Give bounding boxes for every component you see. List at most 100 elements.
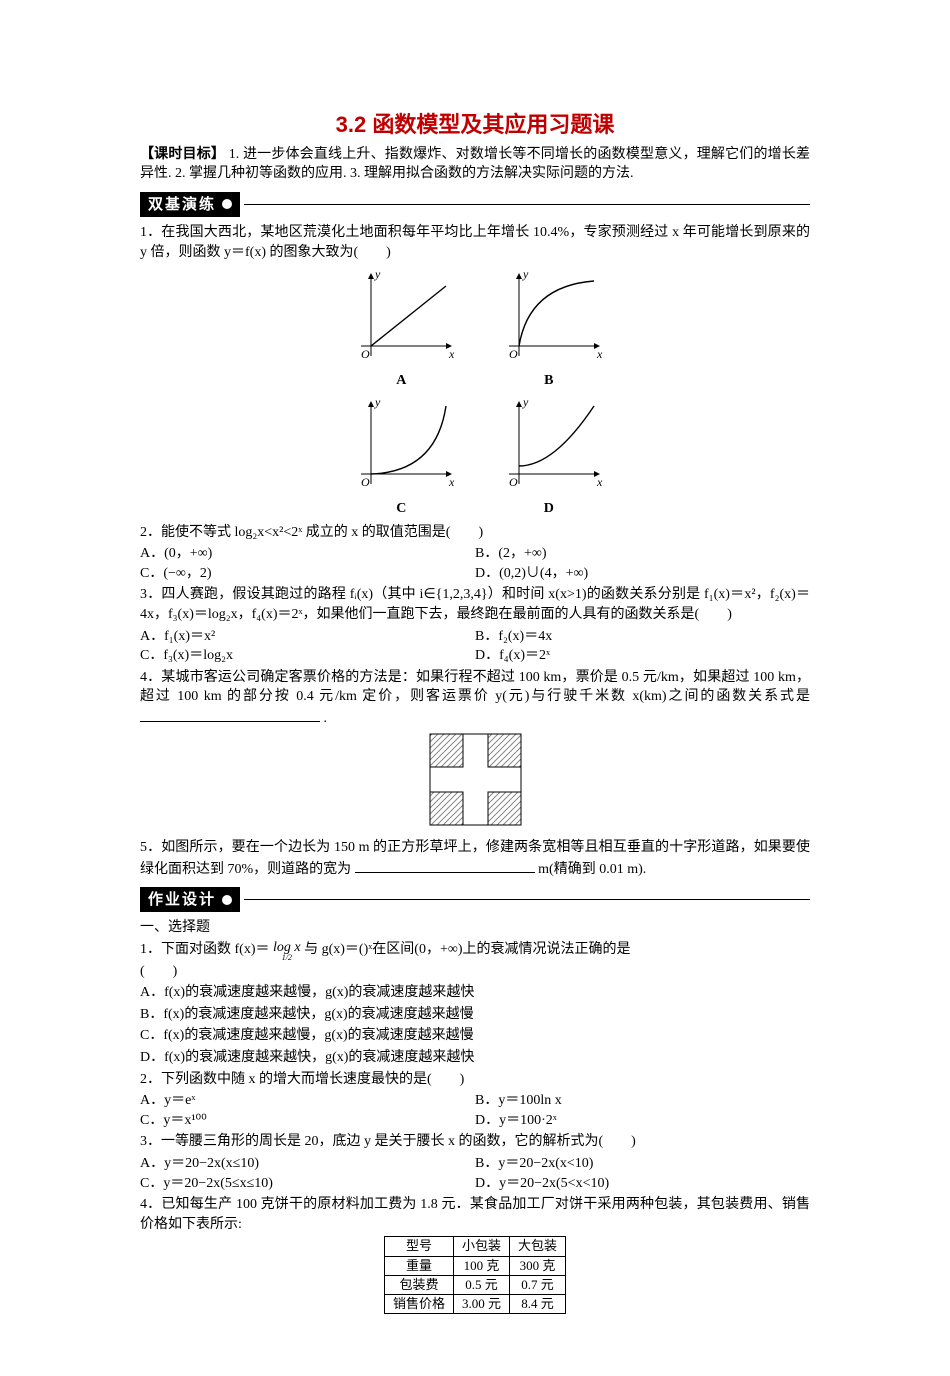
s1-q1: 1．在我国大西北，某地区荒漠化土地面积每年平均比上年增长 10.4%，专家预测经…: [140, 223, 810, 262]
cell: 100 克: [453, 1256, 509, 1275]
cell: 0.5 元: [453, 1275, 509, 1294]
cross-figure: [140, 732, 810, 834]
s2-subheading: 一、选择题: [140, 918, 810, 938]
cell: 大包装: [510, 1237, 566, 1256]
s2-q2-opts: A．y＝eˣ B．y＝100ln x C．y＝x¹⁰⁰ D．y＝100·2ˣ: [140, 1091, 810, 1130]
s1-q3: 3．四人赛跑，假设其跑过的路程 fᵢ(x)（其中 i∈{1,2,3,4}）和时间…: [140, 585, 810, 624]
graph-label-b: B: [477, 371, 621, 391]
s1-q4-text: 4．某城市客运公司确定客票价格的方法是：如果行程不超过 100 km，票价是 0…: [140, 670, 810, 705]
s1-q2-d: D．(0,2)∪(4，+∞): [475, 564, 810, 584]
svg-text:O: O: [361, 475, 370, 489]
page-title: 3.2 函数模型及其应用习题课: [140, 110, 810, 141]
svg-text:x: x: [448, 347, 455, 361]
s2-q3-a: A．y＝20−2x(x≤10): [140, 1154, 475, 1174]
section-badge-1: 双基演练: [140, 192, 240, 217]
cell: 重量: [384, 1256, 453, 1275]
figure-row-ab: O x y O x y: [140, 266, 810, 373]
graph-c: O x y: [341, 394, 461, 494]
s1-q5: 5．如图所示，要在一个边长为 150 m 的正方形草坪上，修建两条宽相等且相互垂…: [140, 838, 810, 879]
s1-q3-d: D．f₄(x)＝2ˣ: [475, 646, 810, 666]
svg-text:x: x: [448, 475, 455, 489]
section-rule-2: [244, 899, 810, 900]
svg-text:y: y: [374, 267, 381, 281]
graph-b: O x y: [489, 266, 609, 366]
dot-icon: [222, 199, 232, 209]
s2-q2: 2．下列函数中随 x 的增大而增长速度最快的是( ): [140, 1070, 810, 1090]
s1-q4: 4．某城市客运公司确定客票价格的方法是：如果行程不超过 100 km，票价是 0…: [140, 668, 810, 729]
figure-label-cd: C D: [140, 499, 810, 519]
svg-text:y: y: [522, 267, 529, 281]
table-row: 销售价格 3.00 元 8.4 元: [384, 1294, 565, 1313]
svg-text:x: x: [596, 347, 603, 361]
cell: 包装费: [384, 1275, 453, 1294]
s2-q1-opt-d: D．f(x)的衰减速度越来越快，g(x)的衰减速度越来越快: [140, 1048, 810, 1068]
cell: 300 克: [510, 1256, 566, 1275]
s2-q2-c: C．y＝x¹⁰⁰: [140, 1111, 475, 1131]
s2-q1-b: 与 g(x)＝()ˣ在区间(0，+∞)上的衰减情况说法正确的是: [304, 942, 630, 957]
svg-text:x: x: [596, 475, 603, 489]
log-x: x: [294, 940, 300, 955]
s2-q1-opt-b: B．f(x)的衰减速度越来越快，g(x)的衰减速度越来越慢: [140, 1005, 810, 1025]
section-badge-2: 作业设计: [140, 887, 240, 912]
s2-q2-b: B．y＝100ln x: [475, 1091, 810, 1111]
graph-label-c: C: [329, 499, 473, 519]
cell: 小包装: [453, 1237, 509, 1256]
s2-q1-opt-a: A．f(x)的衰减速度越来越慢，g(x)的衰减速度越来越快: [140, 983, 810, 1003]
objective-text: 1. 进一步体会直线上升、指数爆炸、对数增长等不同增长的函数模型意义，理解它们的…: [140, 147, 810, 182]
svg-text:O: O: [509, 347, 518, 361]
table-row: 包装费 0.5 元 0.7 元: [384, 1275, 565, 1294]
graph-label-a: A: [329, 371, 473, 391]
s2-q3-b: B．y＝20−2x(x<10): [475, 1154, 810, 1174]
s1-q3-b: B．f₂(x)＝4x: [475, 627, 810, 647]
cell: 销售价格: [384, 1294, 453, 1313]
svg-text:y: y: [374, 395, 381, 409]
log-fraction: log x 1/2: [273, 942, 301, 962]
s1-q2-a: A．(0，+∞): [140, 544, 475, 564]
log-base-den: 2: [288, 953, 292, 962]
table-row: 型号 小包装 大包装: [384, 1237, 565, 1256]
cell: 8.4 元: [510, 1294, 566, 1313]
s1-q3-a: A．f₁(x)＝x²: [140, 627, 475, 647]
cell: 型号: [384, 1237, 453, 1256]
svg-text:O: O: [361, 347, 370, 361]
objective-block: 【课时目标】 1. 进一步体会直线上升、指数爆炸、对数增长等不同增长的函数模型意…: [140, 145, 810, 184]
pricing-table: 型号 小包装 大包装 重量 100 克 300 克 包装费 0.5 元 0.7 …: [384, 1236, 566, 1314]
s2-q3: 3．一等腰三角形的周长是 20，底边 y 是关于腰长 x 的函数，它的解析式为(…: [140, 1132, 810, 1152]
svg-text:O: O: [509, 475, 518, 489]
svg-text:y: y: [522, 395, 529, 409]
table-row: 重量 100 克 300 克: [384, 1256, 565, 1275]
s1-q1-text: 1．在我国大西北，某地区荒漠化土地面积每年平均比上年增长 10.4%，专家预测经…: [140, 225, 810, 260]
section-badge-1-text: 双基演练: [148, 194, 216, 215]
s2-q4: 4．已知每生产 100 克饼干的原材料加工费为 1.8 元．某食品加工厂对饼干采…: [140, 1195, 810, 1234]
cell: 3.00 元: [453, 1294, 509, 1313]
s2-q2-a: A．y＝eˣ: [140, 1091, 475, 1111]
s2-q1-a: 1．下面对函数 f(x)＝: [140, 942, 270, 957]
figure-row-cd: O x y O x y: [140, 394, 810, 501]
s2-q3-opts: A．y＝20−2x(x≤10) B．y＝20−2x(x<10) C．y＝20−2…: [140, 1154, 810, 1193]
cell: 0.7 元: [510, 1275, 566, 1294]
dot-icon: [222, 895, 232, 905]
graph-d: O x y: [489, 394, 609, 494]
s1-q5-end: m(精确到 0.01 m).: [538, 862, 646, 877]
section-badge-2-text: 作业设计: [148, 889, 216, 910]
s2-q3-c: C．y＝20−2x(5≤x≤10): [140, 1174, 475, 1194]
graph-label-d: D: [477, 499, 621, 519]
s2-q2-d: D．y＝100·2ˣ: [475, 1111, 810, 1131]
figure-label-ab: A B: [140, 371, 810, 391]
s1-q3-opts: A．f₁(x)＝x² B．f₂(x)＝4x C．f₃(x)＝log₂x D．f₄…: [140, 627, 810, 666]
section-header-1: 双基演练: [140, 192, 810, 217]
section-header-2: 作业设计: [140, 887, 810, 912]
s2-q1: 1．下面对函数 f(x)＝ log x 1/2 与 g(x)＝()ˣ在区间(0，…: [140, 940, 810, 960]
s1-q4-end: .: [324, 711, 328, 726]
s2-q1-opt-c: C．f(x)的衰减速度越来越慢，g(x)的衰减速度越来越慢: [140, 1026, 810, 1046]
blank-1: [140, 707, 320, 722]
s2-q3-d: D．y＝20−2x(5<x<10): [475, 1174, 810, 1194]
s1-q2: 2．能使不等式 log₂x<x²<2ˣ 成立的 x 的取值范围是( ): [140, 523, 810, 543]
s1-q2-b: B．(2，+∞): [475, 544, 810, 564]
s1-q2-c: C．(−∞，2): [140, 564, 475, 584]
s1-q2-opts: A．(0，+∞) B．(2，+∞) C．(−∞，2) D．(0,2)∪(4，+∞…: [140, 544, 810, 583]
graph-a: O x y: [341, 266, 461, 366]
objective-label: 【课时目标】: [140, 147, 225, 162]
section-rule-1: [244, 204, 810, 205]
log-base-num: 1: [282, 953, 286, 962]
